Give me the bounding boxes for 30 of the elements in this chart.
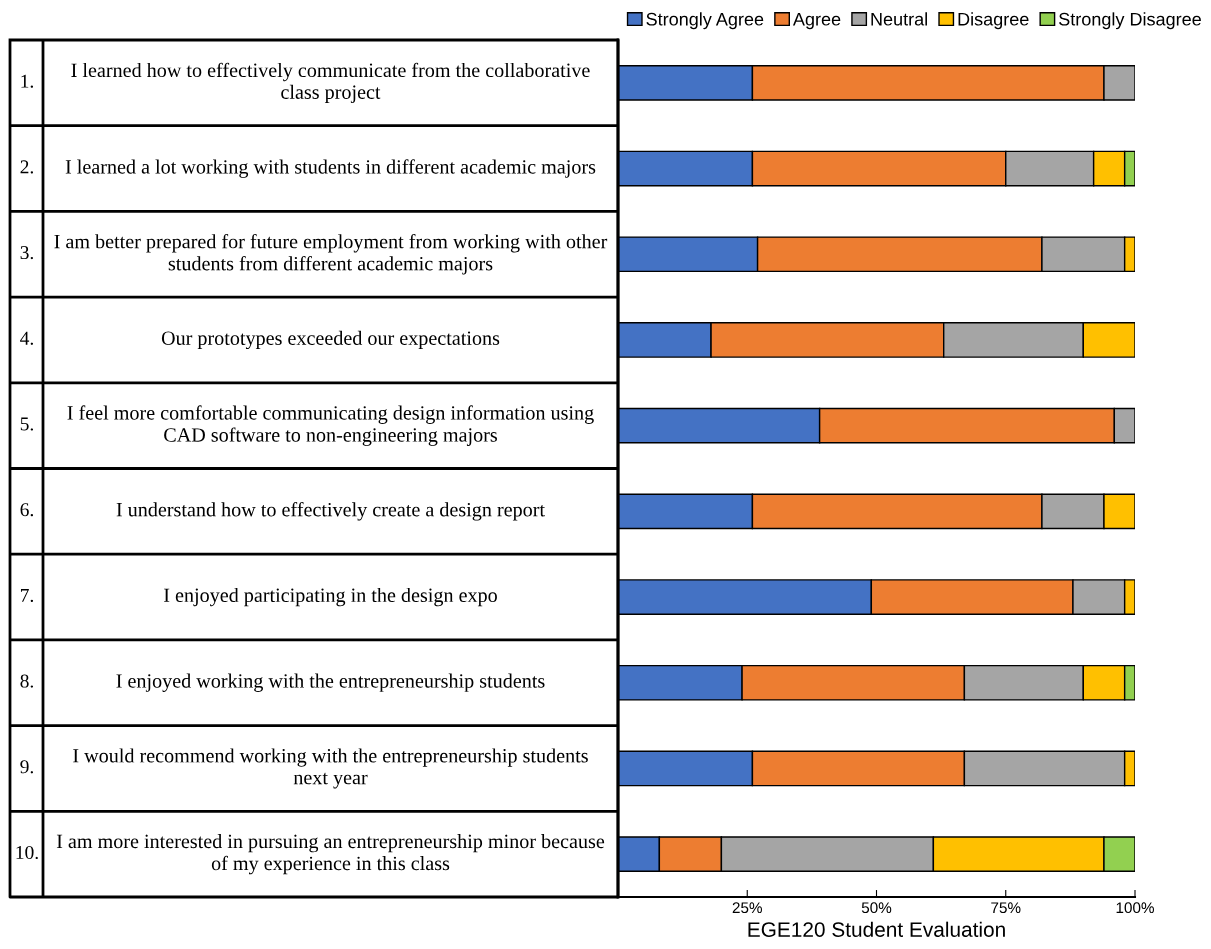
y-tick-label: I feel more comfortable communicating design information using CAD software to non-engineering majors xyxy=(67,405,594,446)
text: 2. xyxy=(20,160,34,174)
y-tick-label: I would recommend working with the entrepreneurship students next year xyxy=(73,748,588,789)
legend-label: Strongly Disagree xyxy=(1059,12,1201,30)
y-tick-label: I am better prepared for future employment from working with other students from different academic majors xyxy=(54,233,608,275)
text: 4. xyxy=(20,331,34,345)
text: 6. xyxy=(20,503,34,517)
y-tick-label: I enjoyed participating in the design expo xyxy=(164,587,497,607)
legend-label: Strongly Agree xyxy=(646,12,764,30)
x-tick-label: 100% xyxy=(1116,902,1154,914)
text: 7. xyxy=(20,588,34,602)
y-tick-label: I learned how to effectively communicate from the collaborative class project xyxy=(71,62,590,103)
y-tick-label: Our prototypes exceeded our expectations xyxy=(161,330,500,350)
text: 3. xyxy=(20,246,34,260)
x-axis-title: EGE120 Student Evaluation xyxy=(748,921,1005,937)
text: 10. xyxy=(16,845,38,860)
legend-label: Agree xyxy=(792,13,841,30)
y-tick-label: I enjoyed working with the entrepreneurship students xyxy=(116,673,545,692)
x-tick-label: 75% xyxy=(991,902,1021,914)
x-tick-label: 25% xyxy=(732,902,762,914)
y-tick-label: I understand how to effectively create a design report xyxy=(116,502,545,521)
y-tick-label: I learned a lot working with students in different academic majors xyxy=(65,159,596,178)
x-tick-label: 50% xyxy=(861,902,892,914)
legend-label: Disagree xyxy=(958,12,1029,30)
text: 1. xyxy=(21,74,34,88)
y-tick-label: I am more interested in pursuing an entrepreneurship minor because of my experience in this class xyxy=(56,833,605,875)
text: 9. xyxy=(20,760,34,774)
text: 5. xyxy=(20,417,34,431)
text: 8. xyxy=(20,674,34,688)
legend-label: Neutral xyxy=(871,12,927,26)
